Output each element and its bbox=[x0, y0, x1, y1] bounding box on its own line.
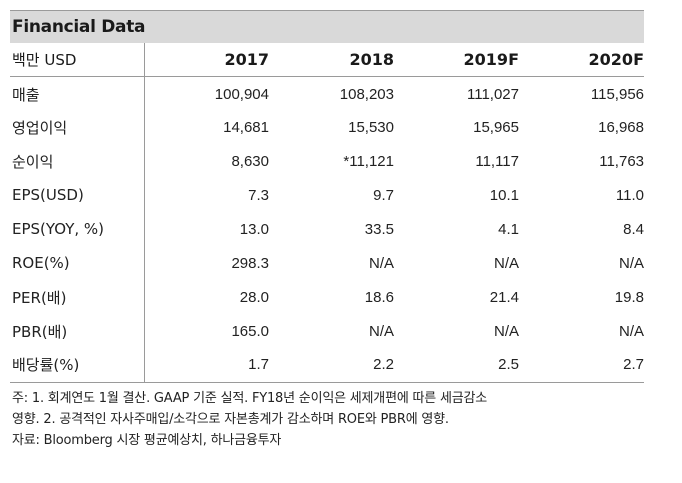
footnote-line: 영향. 2. 공격적인 자사주매입/소각으로 자본총계가 감소하며 ROE와 P… bbox=[12, 411, 449, 427]
table-row: EPS(USD) 7.3 9.7 10.1 11.0 bbox=[10, 178, 644, 212]
cell-value: N/A bbox=[493, 322, 519, 340]
cell-value: 11.0 bbox=[615, 186, 644, 204]
cell-value: 14,681 bbox=[223, 118, 269, 136]
source-line: 자료: Bloomberg 시장 평균예상치, 하나금융투자 bbox=[12, 432, 282, 448]
cell-value: 2.2 bbox=[269, 348, 394, 383]
cell-value: 33.5 bbox=[364, 220, 394, 238]
cell-value: 2.5 bbox=[394, 348, 519, 383]
table-row: PER(배) 28.0 18.6 21.4 19.8 bbox=[10, 280, 644, 314]
year-header: 2018 bbox=[269, 43, 394, 77]
table-row: 매출 100,904 108,203 111,027 115,956 bbox=[10, 76, 644, 110]
footnote-line: 주: 1. 회계연도 1월 결산. GAAP 기준 실적. FY18년 순이익은… bbox=[12, 390, 488, 406]
cell-value: 8,630 bbox=[231, 152, 269, 170]
table-row: 순이익 8,630 *11,121 11,117 11,763 bbox=[10, 144, 644, 178]
cell-value: 11,763 bbox=[599, 152, 644, 170]
cell-value: N/A bbox=[618, 322, 644, 340]
cell-value: N/A bbox=[493, 254, 519, 272]
row-label: PER(배) bbox=[10, 280, 145, 314]
table-row: 영업이익 14,681 15,530 15,965 16,968 bbox=[10, 110, 644, 144]
cell-value: 298.3 bbox=[231, 254, 269, 272]
cell-value: 19.8 bbox=[614, 288, 644, 306]
table-row: EPS(YOY, %) 13.0 33.5 4.1 8.4 bbox=[10, 212, 644, 246]
row-label: EPS(USD) bbox=[10, 178, 145, 212]
cell-value: 28.0 bbox=[239, 288, 269, 306]
row-label: PBR(배) bbox=[10, 314, 145, 348]
cell-value: 165.0 bbox=[231, 322, 269, 340]
table-title: Financial Data bbox=[10, 10, 644, 43]
cell-value: 115,956 bbox=[590, 86, 644, 104]
cell-value: 15,965 bbox=[473, 118, 519, 136]
cell-value: 15,530 bbox=[348, 118, 394, 136]
row-label: 순이익 bbox=[10, 144, 145, 178]
cell-value: 4.1 bbox=[498, 220, 519, 238]
financial-table: 백만 USD 2017 2018 2019F 2020F 매출 100,904 … bbox=[10, 43, 644, 383]
cell-value: 1.7 bbox=[144, 348, 269, 383]
cell-value: 10.1 bbox=[489, 186, 519, 204]
cell-value: 111,027 bbox=[467, 86, 519, 104]
year-header: 2019F bbox=[394, 43, 519, 77]
cell-value: N/A bbox=[618, 254, 644, 272]
cell-value: 7.3 bbox=[248, 186, 269, 204]
year-header: 2017 bbox=[144, 43, 269, 77]
cell-value: 8.4 bbox=[623, 220, 644, 238]
table-row: ROE(%) 298.3 N/A N/A N/A bbox=[10, 246, 644, 280]
header-row: 백만 USD 2017 2018 2019F 2020F bbox=[10, 43, 644, 77]
table-row: PBR(배) 165.0 N/A N/A N/A bbox=[10, 314, 644, 348]
cell-value: 13.0 bbox=[239, 220, 269, 238]
cell-value: 11,117 bbox=[475, 152, 519, 170]
cell-value: N/A bbox=[368, 254, 394, 272]
cell-value: 100,904 bbox=[214, 86, 269, 104]
year-header: 2020F bbox=[519, 43, 644, 77]
table-row: 배당률(%) 1.7 2.2 2.5 2.7 bbox=[10, 348, 644, 383]
footnotes: 주: 1. 회계연도 1월 결산. GAAP 기준 실적. FY18년 순이익은… bbox=[10, 388, 644, 451]
cell-value: 16,968 bbox=[598, 118, 644, 136]
row-label: EPS(YOY, %) bbox=[10, 212, 145, 246]
financial-data-panel: Financial Data 백만 USD 2017 2018 2019F 20… bbox=[10, 10, 644, 451]
cell-value: *11,121 bbox=[343, 152, 394, 170]
cell-value: 18.6 bbox=[364, 288, 394, 306]
cell-value: 2.7 bbox=[519, 348, 644, 383]
row-label: 매출 bbox=[10, 76, 145, 110]
row-label: ROE(%) bbox=[10, 246, 145, 280]
cell-value: N/A bbox=[368, 322, 394, 340]
cell-value: 21.4 bbox=[489, 288, 519, 306]
unit-label: 백만 USD bbox=[10, 43, 145, 77]
row-label: 배당률(%) bbox=[10, 348, 145, 383]
row-label: 영업이익 bbox=[10, 110, 145, 144]
cell-value: 9.7 bbox=[373, 186, 394, 204]
cell-value: 108,203 bbox=[339, 86, 394, 104]
